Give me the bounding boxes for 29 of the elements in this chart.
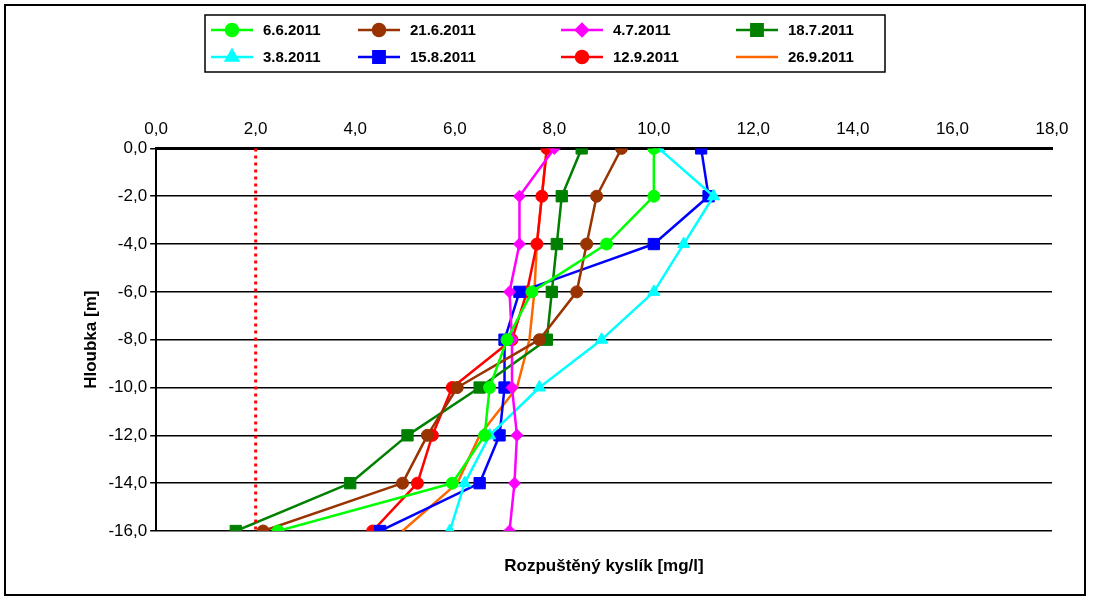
y-tick-label: -12,0 xyxy=(108,425,148,445)
y-axis-title: Hloubka [m] xyxy=(80,290,100,389)
y-tick-label: -8,0 xyxy=(117,329,148,349)
legend-label: 3.8.2011 xyxy=(263,48,321,66)
x-tick-label: 0,0 xyxy=(144,118,168,138)
legend-label: 15.8.2011 xyxy=(410,48,476,66)
y-tick-label: -2,0 xyxy=(117,185,148,205)
y-tick-label: -6,0 xyxy=(117,281,148,301)
legend-label: 12.9.2011 xyxy=(613,48,679,66)
y-tick-label: 0,0 xyxy=(123,138,148,158)
y-tick-label: -10,0 xyxy=(108,377,148,397)
x-tick-label: 14,0 xyxy=(836,118,870,138)
legend-label: 18.7.2011 xyxy=(788,21,854,39)
legend-label: 26.9.2011 xyxy=(788,48,854,66)
x-tick-label: 4,0 xyxy=(343,118,368,138)
y-tick-label: -14,0 xyxy=(108,472,148,492)
x-tick-label: 18,0 xyxy=(1035,118,1069,138)
x-tick-label: 6,0 xyxy=(442,118,467,138)
legend-label: 4.7.2011 xyxy=(613,21,671,39)
y-tick-label: -16,0 xyxy=(108,520,148,540)
y-tick-label: -4,0 xyxy=(117,233,148,253)
x-axis-title: Rozpuštěný kyslík [mg/l] xyxy=(503,556,705,576)
x-tick-label: 2,0 xyxy=(243,118,268,138)
x-tick-label: 10,0 xyxy=(637,118,671,138)
x-tick-label: 8,0 xyxy=(542,118,567,138)
x-tick-label: 16,0 xyxy=(935,118,970,138)
legend-label: 21.6.2011 xyxy=(410,21,476,39)
legend-label: 6.6.2011 xyxy=(263,21,321,39)
x-tick-label: 12,0 xyxy=(736,118,770,138)
